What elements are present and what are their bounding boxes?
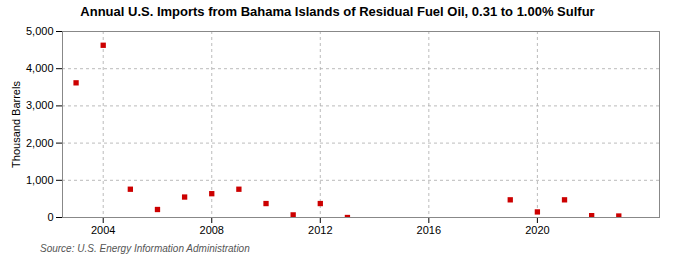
svg-text:1,000: 1,000 <box>26 174 54 186</box>
svg-text:2,000: 2,000 <box>26 137 54 149</box>
svg-text:2008: 2008 <box>200 224 224 236</box>
svg-text:2020: 2020 <box>525 224 549 236</box>
svg-text:2004: 2004 <box>91 224 115 236</box>
svg-text:5,000: 5,000 <box>26 25 54 37</box>
svg-text:4,000: 4,000 <box>26 62 54 74</box>
svg-text:3,000: 3,000 <box>26 99 54 111</box>
html-text:Source: U.S. Energy Informatio: Source: U.S. Energy Information Administ… <box>40 243 250 254</box>
svg-text:2016: 2016 <box>417 224 441 236</box>
svg-text:Thousand Barrels: Thousand Barrels <box>10 81 22 168</box>
svg-text:0: 0 <box>47 211 53 223</box>
html-text:Annual U.S. Imports from Baham: Annual U.S. Imports from Bahama Islands … <box>80 4 595 19</box>
svg-text:2012: 2012 <box>308 224 332 236</box>
